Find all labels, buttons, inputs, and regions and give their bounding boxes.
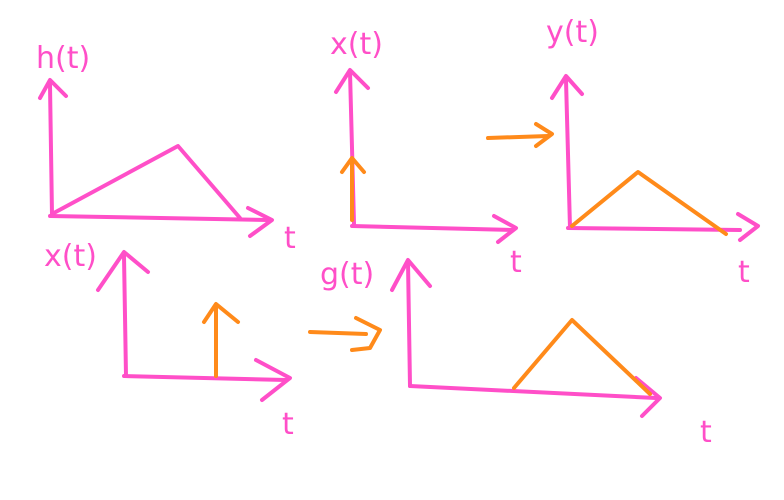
x-plot-bottom-y-arrowhead-icon — [96, 250, 150, 292]
x-plot-bottom-impulse-arrowhead-icon — [202, 302, 240, 324]
x-plot-bottom-x-axis — [122, 374, 288, 382]
g-plot-y-label: g(t) — [320, 257, 374, 292]
x-plot-top-x-label: t — [510, 245, 522, 280]
h-plot-x-arrowhead-icon — [246, 206, 274, 238]
y-plot-right-arrowhead-icon — [534, 122, 554, 148]
y-plot-y-label: y(t) — [546, 15, 599, 50]
x-plot-top-y-label: x(t) — [330, 27, 383, 62]
x-plot-bottom-y-axis — [122, 254, 128, 378]
x-plot-bottom-x-label: t — [282, 407, 294, 442]
y-plot-right-arrow-icon — [486, 134, 550, 140]
y-plot: y(t) t — [486, 15, 760, 290]
g-plot-x-axis — [408, 384, 658, 400]
y-plot-x-label: t — [738, 255, 750, 290]
h-plot-y-axis — [48, 83, 54, 217]
x-plot-top-y-arrowhead-icon — [334, 68, 370, 94]
g-plot: g(t) t — [320, 257, 712, 450]
x-plot-top: x(t) t — [330, 27, 522, 280]
x-plot-top-x-arrowhead-icon — [492, 214, 518, 244]
bottom-right-arrowhead-icon — [350, 316, 382, 352]
y-plot-triangle-output — [570, 170, 728, 236]
h-plot-x-axis — [48, 214, 270, 222]
g-plot-y-arrowhead-icon — [390, 258, 432, 292]
y-plot-y-arrowhead-icon — [550, 74, 584, 100]
h-plot: h(t) t — [36, 41, 296, 256]
y-plot-x-axis — [566, 226, 742, 232]
x-plot-bottom: x(t) t — [44, 239, 294, 442]
g-plot-triangle-signal — [512, 318, 652, 396]
y-plot-x-arrowhead-icon — [736, 212, 760, 242]
g-plot-x-label: t — [700, 415, 712, 450]
g-plot-x-arrowhead-icon — [634, 376, 662, 418]
h-plot-y-arrowhead-icon — [38, 78, 68, 100]
bottom-connector — [308, 316, 382, 352]
h-plot-triangle-signal — [50, 144, 242, 220]
g-plot-y-axis — [406, 260, 412, 388]
h-plot-y-label: h(t) — [36, 41, 90, 76]
h-plot-x-label: t — [284, 221, 296, 256]
y-plot-y-axis — [564, 78, 572, 230]
x-plot-top-impulse-arrowhead-icon — [340, 156, 366, 174]
x-plot-bottom-y-label: x(t) — [44, 239, 97, 274]
x-plot-top-x-axis — [350, 224, 514, 232]
bottom-right-arrow-icon — [308, 330, 368, 336]
x-plot-bottom-x-arrowhead-icon — [254, 358, 292, 402]
